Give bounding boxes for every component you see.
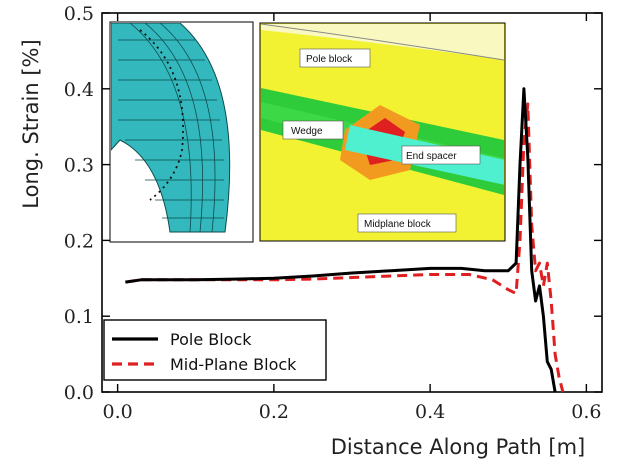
x-axis-label: Distance Along Path [m] xyxy=(331,435,586,459)
y-tick-label: 0.4 xyxy=(64,79,94,101)
x-tick-label: 0.6 xyxy=(571,401,601,423)
y-tick-label: 0.0 xyxy=(64,382,94,404)
x-tick-label: 0.0 xyxy=(103,401,133,423)
series-layer xyxy=(125,87,565,393)
legend-label-midplane: Mid-Plane Block xyxy=(170,355,297,374)
legend-label-pole: Pole Block xyxy=(170,330,252,349)
label-end-spacer: End spacer xyxy=(406,151,457,162)
legend-box xyxy=(103,319,327,381)
y-tick-label: 0.1 xyxy=(64,306,94,328)
series-line-pole-block xyxy=(125,87,557,393)
x-tick-label: 0.4 xyxy=(415,401,445,423)
tick-layer: 0.0 0.2 0.4 0.6 0.0 0.1 0.2 0.3 0.4 0.5 xyxy=(64,3,602,423)
y-tick-label: 0.2 xyxy=(64,230,94,252)
y-tick-label: 0.3 xyxy=(64,155,94,177)
inset-contour: Pole block Wedge End spacer Midplane blo… xyxy=(259,22,506,242)
x-tick-label: 0.2 xyxy=(259,401,289,423)
label-midplane-block: Midplane block xyxy=(364,219,432,230)
y-tick-label: 0.5 xyxy=(64,3,94,25)
inset-mesh xyxy=(109,21,254,243)
y-axis-label: Long. Strain [%] xyxy=(19,39,43,208)
label-wedge: Wedge xyxy=(291,126,323,137)
label-pole-block: Pole block xyxy=(306,54,353,65)
legend: Pole Block Mid-Plane Block xyxy=(103,319,327,381)
